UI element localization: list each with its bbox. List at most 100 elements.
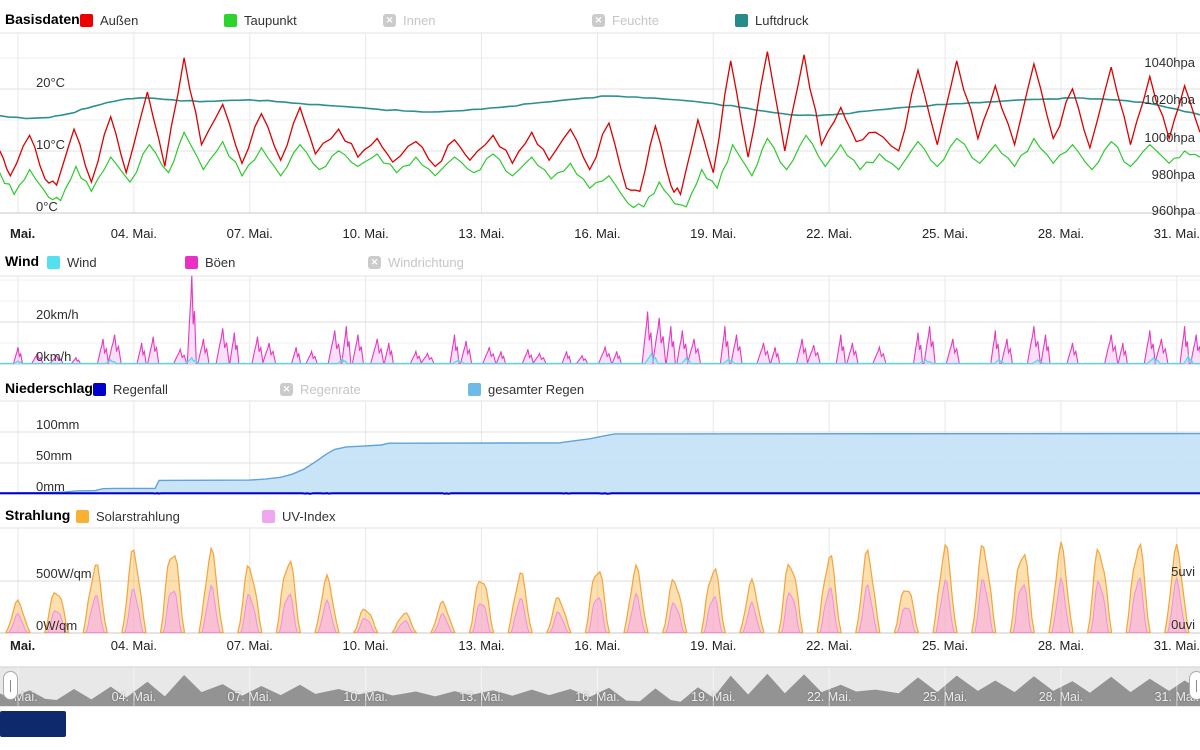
legend-item-niederschlag-1[interactable]: ✕ Regenrate [280, 381, 361, 397]
series-luftdruck [0, 95, 1200, 120]
x-axis-label: 22. Mai. [806, 226, 853, 241]
y-axis-label: 0W/qm [36, 618, 78, 633]
navigator-label: 22. Mai. [806, 690, 852, 704]
y-axis-label: 500W/qm [36, 566, 92, 581]
x-axis-label: 25. Mai. [921, 226, 969, 241]
handle-grip [10, 680, 11, 692]
y-axis-label: 0uvi [1171, 617, 1195, 632]
bottom-left-dark-box [0, 711, 66, 737]
x-axis-label: 13. Mai. [458, 638, 505, 653]
legend-swatch-icon [735, 13, 748, 27]
series-gesamter-regen [0, 432, 1200, 494]
x-axis-label: 22. Mai. [806, 638, 853, 653]
navigator-handle-left[interactable] [3, 671, 18, 700]
legend-item-wind-0[interactable]: Wind [47, 254, 97, 270]
navigator-track[interactable] [0, 667, 1200, 706]
disabled-checkbox-icon: ✕ [592, 13, 605, 27]
legend-label: Regenrate [300, 381, 361, 397]
y-axis-label: 1040hpa [1144, 55, 1195, 70]
x-axis-label: 31. Mai. [1153, 638, 1200, 653]
legend-item-basisdaten-3[interactable]: ✕ Feuchte [592, 12, 659, 28]
legend-swatch-icon [80, 13, 93, 27]
legend-label: Solarstrahlung [96, 508, 180, 524]
y-axis-label: 20°C [36, 75, 66, 90]
navigator-label: 16. Mai. [575, 690, 620, 704]
navigator-label: 28. Mai. [1038, 690, 1084, 704]
y-axis-label: 980hpa [1151, 167, 1195, 182]
legend-label: Feuchte [612, 12, 659, 28]
legend-item-niederschlag-2[interactable]: gesamter Regen [468, 381, 584, 397]
legend-swatch-icon [185, 255, 198, 269]
legend-label: Windrichtung [388, 254, 464, 270]
series-solar [5, 541, 1190, 634]
legend-item-basisdaten-0[interactable]: Außen [80, 12, 138, 28]
x-axis-label: 19. Mai. [690, 638, 737, 653]
series-aussen [0, 51, 1200, 197]
legend-label: Wind [67, 254, 97, 270]
x-axis-label: 25. Mai. [921, 638, 969, 653]
y-axis-label: 0mm [36, 479, 65, 494]
x-axis-label: 28. Mai. [1037, 638, 1085, 653]
legend-swatch-icon [76, 509, 89, 523]
y-axis-label: 960hpa [1151, 203, 1195, 218]
x-axis-label: 19. Mai. [690, 226, 737, 241]
legend-item-basisdaten-2[interactable]: ✕ Innen [383, 12, 436, 28]
legend-swatch-icon [93, 382, 106, 396]
y-axis-label: 50mm [36, 448, 73, 463]
navigator-label: 07. Mai. [227, 690, 272, 704]
legend-item-niederschlag-0[interactable]: Regenfall [93, 381, 168, 397]
x-axis-label: Mai. [10, 638, 36, 653]
x-axis-label: 04. Mai. [110, 226, 157, 241]
x-axis-label: 07. Mai. [226, 638, 273, 653]
legend-swatch-icon [262, 509, 275, 523]
x-axis-label: 31. Mai. [1153, 226, 1200, 241]
x-axis-label: 16. Mai. [574, 226, 621, 241]
chart-wind-plot[interactable] [0, 276, 1200, 364]
legend-item-strahlung-1[interactable]: UV-Index [262, 508, 335, 524]
section-title-niederschlag: Niederschlag [5, 380, 93, 396]
x-axis-label: Mai. [10, 226, 36, 241]
legend-label: Innen [403, 12, 436, 28]
navigator-label: 13. Mai. [459, 690, 504, 704]
navigator-handle-right[interactable] [1189, 671, 1200, 700]
handle-grip [1196, 680, 1197, 692]
navigator-label: Mai. [14, 690, 38, 704]
chart-strahlung-plot[interactable] [0, 528, 1200, 633]
legend-label: Taupunkt [244, 12, 297, 28]
navigator-label: 25. Mai. [922, 690, 968, 704]
legend-swatch-icon [224, 13, 237, 27]
x-axis-label: 28. Mai. [1037, 226, 1085, 241]
x-axis-label: 10. Mai. [342, 226, 389, 241]
chart-basisdaten-plot[interactable] [0, 33, 1200, 213]
navigator-silhouette [0, 673, 1200, 706]
legend-label: Böen [205, 254, 236, 270]
legend-item-basisdaten-4[interactable]: Luftdruck [735, 12, 808, 28]
x-axis-label: 10. Mai. [342, 638, 389, 653]
series-taupunkt [0, 130, 1200, 209]
legend-swatch-icon [47, 255, 60, 269]
legend-swatch-icon [468, 382, 481, 396]
y-axis-label: 0°C [36, 199, 58, 214]
x-axis-label: 16. Mai. [574, 638, 621, 653]
legend-label: Außen [100, 12, 139, 28]
y-axis-label: 1020hpa [1144, 92, 1195, 107]
legend-item-wind-2[interactable]: ✕ Windrichtung [368, 254, 464, 270]
legend-label: Regenfall [113, 381, 168, 397]
y-axis-label: 10°C [36, 137, 66, 152]
disabled-checkbox-icon: ✕ [383, 13, 396, 27]
section-title-strahlung: Strahlung [5, 507, 71, 523]
legend-item-strahlung-0[interactable]: Solarstrahlung [76, 508, 180, 524]
y-axis-label: 5uvi [1171, 564, 1195, 579]
disabled-checkbox-icon: ✕ [280, 382, 293, 396]
legend-item-basisdaten-1[interactable]: Taupunkt [224, 12, 297, 28]
legend-label: Luftdruck [755, 12, 809, 28]
series-uv [8, 576, 1187, 633]
legend-label: UV-Index [282, 508, 336, 524]
x-axis-label: 04. Mai. [110, 638, 157, 653]
legend-item-wind-1[interactable]: Böen [185, 254, 235, 270]
x-axis-label: 13. Mai. [458, 226, 505, 241]
chart-niederschlag-plot[interactable] [0, 401, 1200, 494]
y-axis-label: 100mm [36, 417, 80, 432]
